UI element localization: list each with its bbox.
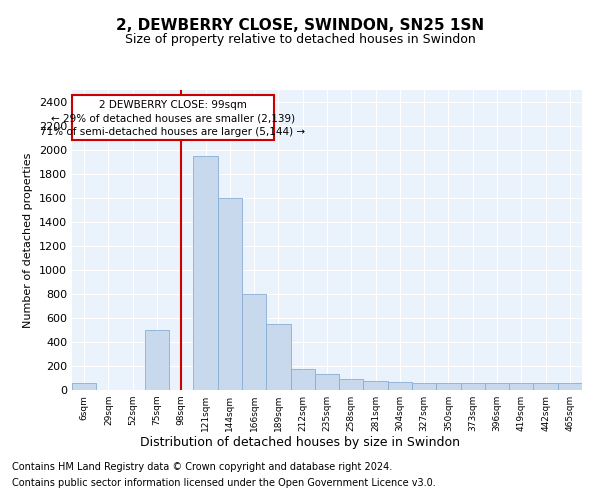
Text: 2 DEWBERRY CLOSE: 99sqm: 2 DEWBERRY CLOSE: 99sqm [99, 100, 247, 110]
Bar [364, 381, 388, 390]
Bar [72, 384, 96, 390]
Bar [461, 384, 485, 390]
Bar [242, 294, 266, 390]
Text: Distribution of detached houses by size in Swindon: Distribution of detached houses by size … [140, 436, 460, 449]
Bar [533, 384, 558, 390]
Bar [266, 324, 290, 390]
Text: Contains HM Land Registry data © Crown copyright and database right 2024.: Contains HM Land Registry data © Crown c… [12, 462, 392, 472]
Bar [558, 384, 582, 390]
Text: 71% of semi-detached houses are larger (5,144) →: 71% of semi-detached houses are larger (… [40, 127, 305, 137]
Bar [72, 95, 274, 140]
Bar [485, 384, 509, 390]
Bar [339, 379, 364, 390]
Bar [315, 374, 339, 390]
Text: ← 29% of detached houses are smaller (2,139): ← 29% of detached houses are smaller (2,… [51, 114, 295, 124]
Bar [388, 382, 412, 390]
Bar [509, 384, 533, 390]
Bar [290, 369, 315, 390]
Bar [145, 330, 169, 390]
Text: 2, DEWBERRY CLOSE, SWINDON, SN25 1SN: 2, DEWBERRY CLOSE, SWINDON, SN25 1SN [116, 18, 484, 32]
Bar [412, 384, 436, 390]
Text: Size of property relative to detached houses in Swindon: Size of property relative to detached ho… [125, 32, 475, 46]
Y-axis label: Number of detached properties: Number of detached properties [23, 152, 34, 328]
Bar [218, 198, 242, 390]
Bar [193, 156, 218, 390]
Text: Contains public sector information licensed under the Open Government Licence v3: Contains public sector information licen… [12, 478, 436, 488]
Bar [436, 384, 461, 390]
